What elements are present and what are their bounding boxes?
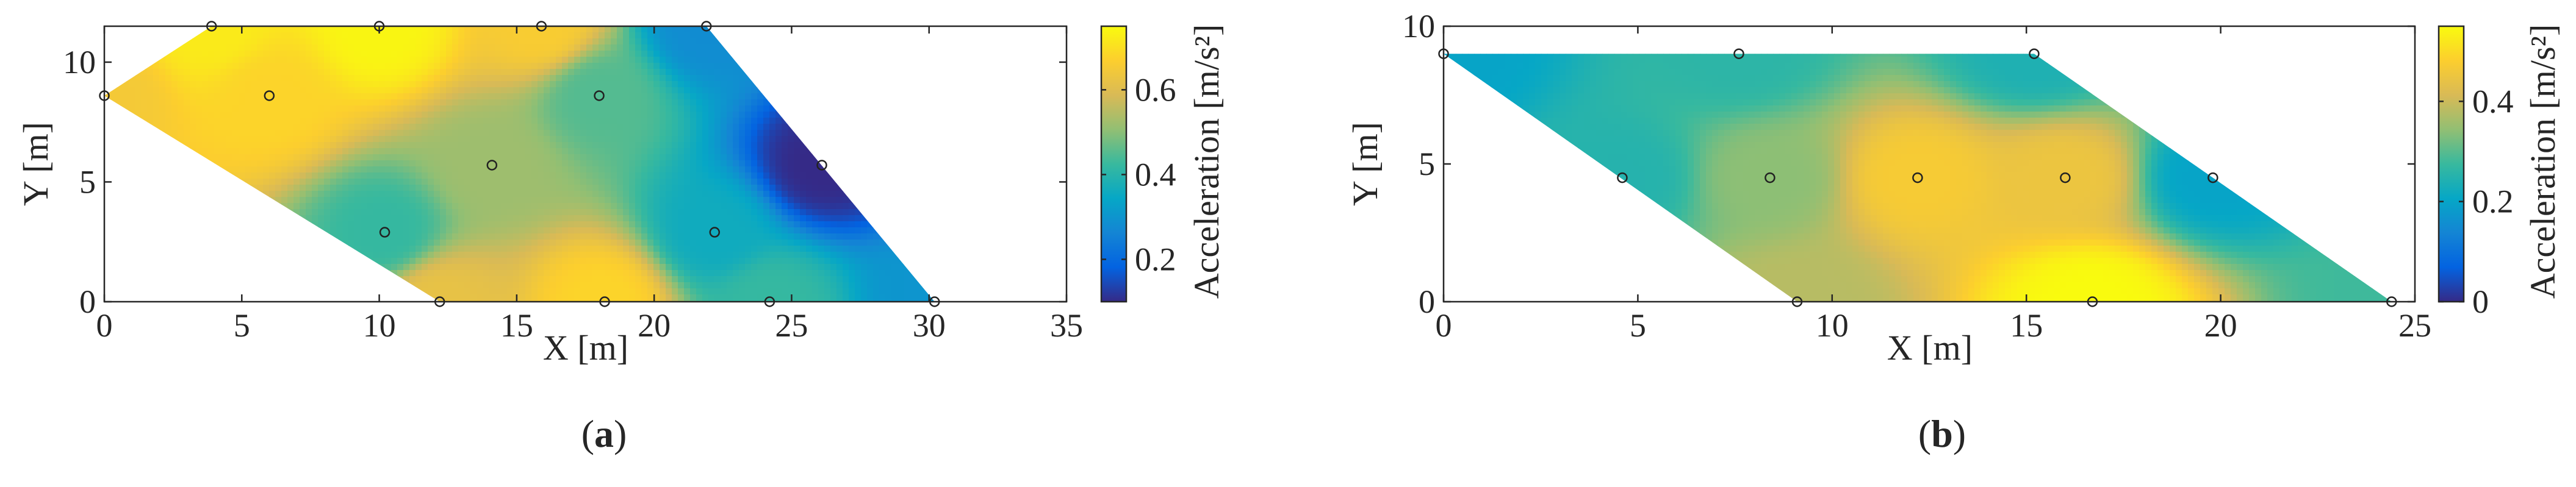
sensor-marker-a-13 <box>599 296 610 307</box>
x-tick-label-b-20: 20 <box>2204 307 2237 344</box>
colorbar-tick-label-a-0.2: 0.2 <box>1135 241 1176 277</box>
y-tick-label-a-5: 5 <box>79 163 96 200</box>
sensor-marker-a-12 <box>434 296 445 307</box>
y-axis-label-a: Y [m] <box>16 122 56 206</box>
x-tick-labels-b: 0 5 10 15 20 25 <box>1436 307 2432 344</box>
sensor-marker-b-3 <box>2029 48 2040 59</box>
sensor-marker-a-11 <box>709 227 721 238</box>
sensor-marker-b-4 <box>1617 172 1628 183</box>
x-tick-label-a-10: 10 <box>363 307 396 344</box>
colorbar-ticks-b: 0 0.2 0.4 <box>2439 83 2514 320</box>
x-tick-labels-a: 0 5 10 15 20 25 30 35 <box>96 307 1084 344</box>
sensor-marker-a-9 <box>816 160 827 171</box>
y-tick-label-b-5: 5 <box>1419 146 1435 182</box>
sensor-marker-a-5 <box>99 90 110 101</box>
panel-letter-b: b <box>1931 412 1953 455</box>
x-tick-label-b-25: 25 <box>2398 307 2431 344</box>
sensor-marker-b-7 <box>2060 172 2071 183</box>
colorbar-label-a: Acceleration [m/s²] <box>1187 24 1226 299</box>
y-tick-labels-b: 0 5 10 <box>1402 8 1435 320</box>
y-tick-label-a-10: 10 <box>63 44 96 80</box>
sensor-marker-b-2 <box>1733 48 1744 59</box>
sensor-marker-a-8 <box>486 160 498 171</box>
x-tick-label-a-5: 5 <box>234 307 250 344</box>
x-tick-label-a-35: 35 <box>1050 307 1083 344</box>
sensor-marker-a-4 <box>701 21 712 32</box>
sensor-marker-b-11 <box>2386 296 2397 307</box>
colorbar-frame-b <box>2437 25 2465 303</box>
tick-marks-a <box>103 26 1068 303</box>
x-tick-label-a-15: 15 <box>500 307 533 344</box>
x-axis-label-b: X [m] <box>1887 328 1973 368</box>
x-tick-label-b-10: 10 <box>1816 307 1849 344</box>
colorbar-label-b: Acceleration [m/s²] <box>2523 24 2563 299</box>
colorbar-b <box>2439 26 2464 302</box>
y-tick-label-b-10: 10 <box>1402 8 1435 44</box>
heatmap-field-a <box>104 26 935 302</box>
sensor-markers-a <box>99 21 940 307</box>
tick-marks-b <box>1442 25 2416 303</box>
sensor-marker-b-5 <box>1765 172 1775 183</box>
sensor-marker-a-1 <box>206 21 217 32</box>
sensor-marker-b-8 <box>2207 172 2218 183</box>
x-tick-label-a-0: 0 <box>96 307 113 344</box>
panel-caption-a: (a) <box>581 412 627 455</box>
y-tick-label-a-0: 0 <box>79 283 96 320</box>
colorbar-a <box>1101 26 1126 302</box>
x-axis-label-a: X [m] <box>543 328 628 368</box>
colorbar-tick-label-b-0.2: 0.2 <box>2472 183 2514 220</box>
x-tick-label-a-30: 30 <box>913 307 946 344</box>
sensor-marker-a-7 <box>594 90 605 101</box>
plot-box-a <box>103 25 1068 303</box>
sensor-marker-b-10 <box>2087 296 2098 307</box>
x-tick-label-b-5: 5 <box>1630 307 1646 344</box>
x-tick-label-a-25: 25 <box>775 307 808 344</box>
sensor-marker-a-6 <box>264 90 275 101</box>
sensor-marker-a-15 <box>929 296 940 307</box>
sensor-marker-b-9 <box>1791 296 1803 307</box>
colorbar-tick-label-b-0.4: 0.4 <box>2472 83 2514 119</box>
heatmap-field-b <box>1444 54 2392 302</box>
colorbar-tick-label-b-0: 0 <box>2472 283 2489 320</box>
colorbar-frame-a <box>1100 25 1128 303</box>
colorbar-tick-label-a-0.4: 0.4 <box>1135 156 1176 193</box>
colorbar-ticks-a: 0.2 0.4 0.6 <box>1101 71 1176 277</box>
x-tick-label-b-15: 15 <box>2010 307 2043 344</box>
colorbar-tick-label-a-0.6: 0.6 <box>1135 71 1176 108</box>
y-tick-labels-a: 0 5 10 <box>63 44 96 320</box>
sensor-marker-b-6 <box>1912 172 1923 183</box>
sensor-markers-b <box>1438 48 2397 307</box>
sensor-marker-a-3 <box>536 21 547 32</box>
sensor-marker-a-14 <box>764 296 775 307</box>
x-tick-label-a-20: 20 <box>638 307 671 344</box>
y-tick-label-b-0: 0 <box>1419 283 1435 320</box>
sensor-marker-b-1 <box>1438 48 1449 59</box>
sensor-marker-a-2 <box>373 21 385 32</box>
panel-caption-b: (b) <box>1918 412 1966 455</box>
x-tick-label-b-0: 0 <box>1436 307 1452 344</box>
sensor-marker-a-10 <box>379 227 390 238</box>
panel-b: 0 5 10 15 20 25 0 5 10 X [m] Y [m] 0 0.2 0.4 Acce… <box>1345 8 2563 455</box>
panel-letter-a: a <box>594 412 614 455</box>
y-axis-label-b: Y [m] <box>1345 122 1385 206</box>
